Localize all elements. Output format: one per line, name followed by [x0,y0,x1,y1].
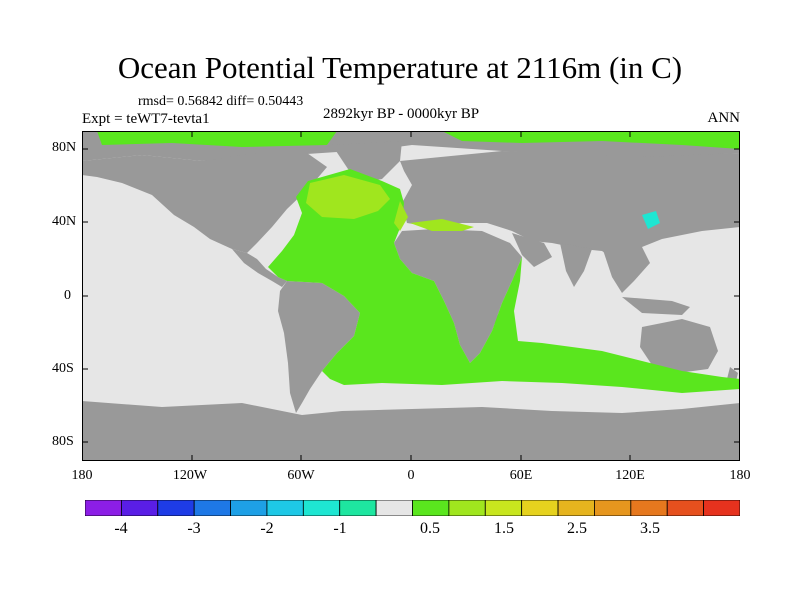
lon-label-120w: 120W [172,468,208,483]
north-atlantic-yellow-patch [306,175,390,219]
colorbar-box [375,500,413,516]
colorbar-label: -2 [260,520,274,537]
colorbar-box [412,500,450,516]
colorbar-label: -3 [187,520,201,537]
colorbar-box [557,500,595,516]
colorbar-label: 3.5 [640,520,660,537]
lon-label-120e: 120E [615,468,645,483]
colorbar-box [193,500,231,516]
se-asia-land [602,247,650,293]
colorbar-box [266,500,304,516]
colorbar-label: 1.5 [494,520,514,537]
season-label: ANN [707,110,741,126]
atlantic-warm-anomaly [268,169,740,393]
chart-title: Ocean Potential Temperature at 2116m (in… [117,50,683,85]
antarctica-land [82,401,740,461]
colorbar-box [521,500,559,516]
lon-label-180w: 180 [71,468,93,483]
lat-label-40n: 40N [52,214,77,229]
sea-of-japan-cold-patch [642,211,660,229]
east-atlantic-yellow-patch [394,201,408,231]
period-label: 2892kyr BP - 0000kyr BP [323,106,480,122]
stats-text: rmsd= 0.56842 diff= 0.50443 [138,94,304,109]
maritime-land [622,297,690,315]
india-land [560,243,592,287]
australia-land [640,319,718,373]
colorbar-label: 0.5 [420,520,440,537]
colorbar-box [666,500,705,516]
axis-ticks [82,131,740,461]
south-america-land [278,281,360,413]
arctic-warm-band-east [442,131,740,149]
colorbar-box [484,500,523,516]
colorbar-box [448,500,486,516]
map-plot [82,131,740,461]
eurasia-land [400,151,740,265]
colorbar-box [85,500,122,516]
lat-label-80n: 80N [52,140,77,155]
colorbar-box [230,500,268,516]
arabia-land [512,233,552,267]
lon-label-60w: 60W [287,468,315,483]
colorbar-box [120,500,159,516]
colorbar-label: -1 [333,520,347,537]
mediterranean-anomaly [410,219,474,231]
colorbar-box [157,500,195,516]
lon-label-60e: 60E [509,468,533,483]
central-america-land [232,249,287,287]
colorbar-box [594,500,632,516]
colorbar-box [339,500,377,516]
lat-label-40s: 40S [52,361,74,376]
colorbar-label: 2.5 [567,520,587,537]
colorbar-box [302,500,341,516]
experiment-label: Expt = teWT7-tevta1 [82,111,210,127]
africa-land [394,229,522,363]
colorbar-box [703,500,740,516]
colorbar-label: -4 [114,520,128,537]
north-america-land [82,153,327,253]
lon-label-0: 0 [407,468,415,483]
greenland-land [332,141,402,183]
colorbar-box [630,500,668,516]
lat-label-80s: 80S [52,434,74,449]
arctic-warm-band [97,131,337,147]
lon-label-180e: 180 [729,468,751,483]
lat-label-0: 0 [64,288,71,303]
colorbar [85,500,740,516]
